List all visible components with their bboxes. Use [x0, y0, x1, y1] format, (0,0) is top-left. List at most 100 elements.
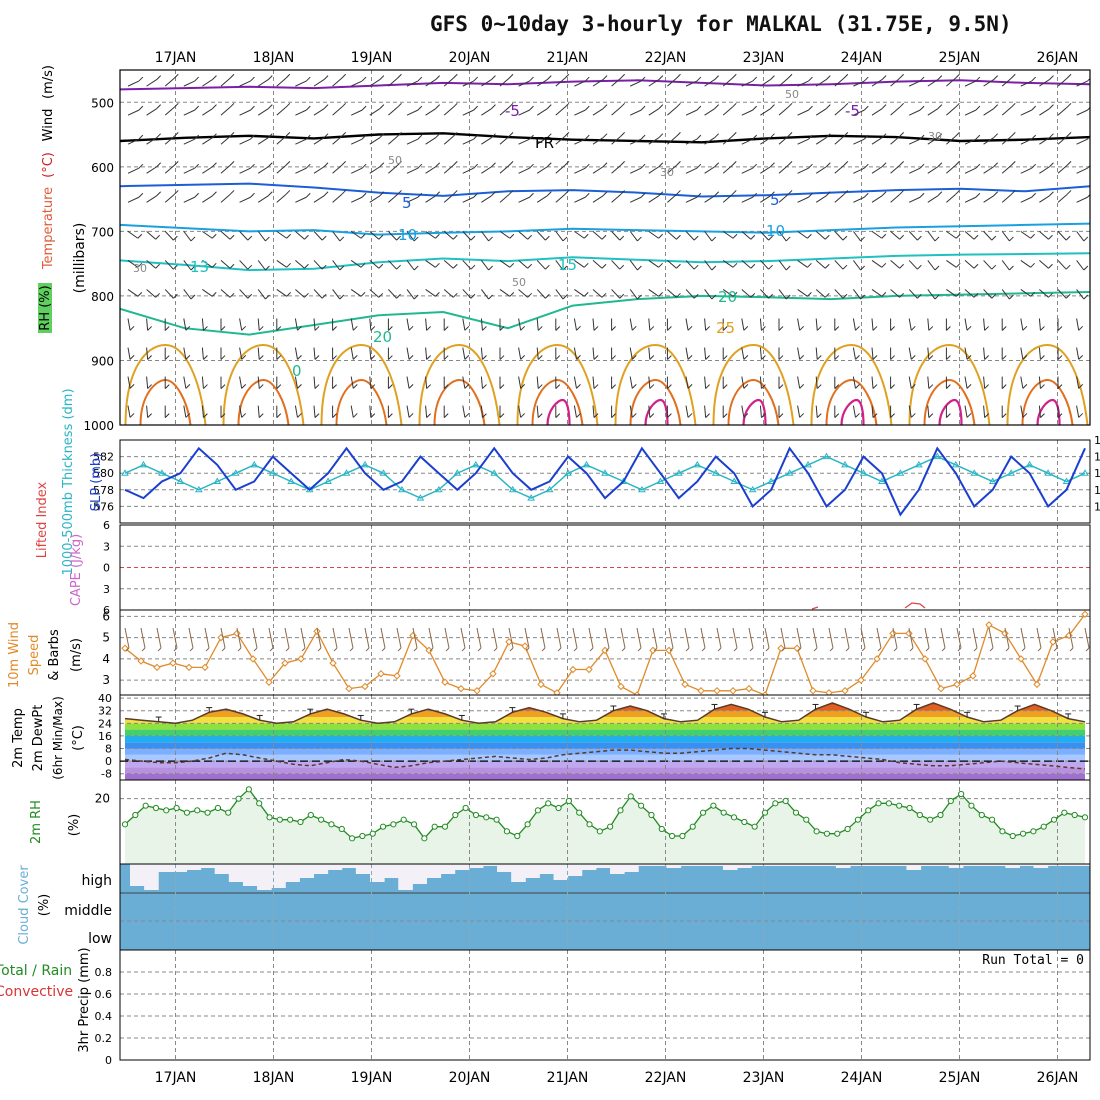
warm-contour — [810, 343, 893, 425]
wind-barb — [815, 195, 827, 203]
wind-barb-flag — [834, 326, 840, 331]
wind-barb — [164, 260, 174, 270]
cloud-gap — [864, 864, 879, 866]
surface-wind-barb-flag — [285, 647, 290, 652]
cloud-gap — [737, 864, 752, 868]
wind-barb-flag — [138, 76, 144, 82]
wind-barb — [815, 260, 826, 269]
wind-barb — [927, 260, 936, 271]
wind-barb-flag — [731, 190, 737, 195]
wind-barb — [369, 289, 380, 298]
wind-barb — [1039, 260, 1049, 269]
wind-barb-flag — [185, 413, 191, 418]
wind-barb-flag — [785, 265, 791, 271]
wind-barb — [1020, 347, 1024, 360]
wind-barb — [760, 231, 769, 241]
wind-barb-flag — [1031, 163, 1037, 169]
contour-label: 5 — [402, 194, 412, 212]
wind-barb-flag — [352, 384, 358, 389]
wind-barb-flag — [750, 292, 756, 298]
wind-barb-flag — [1057, 413, 1063, 418]
wind-barb — [239, 196, 251, 203]
surface-wind-barb-flag — [365, 647, 370, 652]
rh2m-point — [885, 800, 892, 807]
wind-barb-flag — [138, 192, 144, 198]
date-label-top: 23JAN — [743, 50, 785, 66]
cloud-gap — [793, 864, 809, 866]
wind-barb-flag — [361, 134, 367, 140]
wind-barb — [667, 260, 677, 269]
wind-barb — [276, 106, 287, 116]
wind-barb — [406, 167, 419, 174]
wind-barb-flag — [276, 413, 282, 418]
wind-barb-flag — [527, 234, 533, 240]
wind-barb — [722, 259, 734, 268]
rh2m-point — [318, 816, 325, 823]
thickness-point — [619, 477, 628, 484]
wind-barb-flag — [1022, 325, 1028, 331]
surface-wind-barb — [524, 627, 530, 649]
wind-barb — [704, 166, 715, 174]
wind-barb-flag — [899, 132, 905, 137]
surface-wind-barb — [124, 627, 130, 649]
y-tick-label: 500 — [91, 96, 114, 110]
wind-barb — [1038, 347, 1041, 360]
thickness-point — [841, 460, 849, 468]
wind-speed-point — [233, 629, 241, 638]
wind-barb — [1057, 289, 1067, 299]
wind-barb — [704, 376, 707, 389]
upper-frame — [119, 69, 1091, 426]
wind-barb — [685, 231, 695, 241]
wind-barb — [852, 405, 856, 418]
rh2m-point — [276, 816, 283, 823]
surface-wind-barb-flag — [829, 647, 834, 652]
cloud-gap — [341, 864, 357, 868]
wind-barb-flag — [435, 233, 440, 239]
y-tick-label: 8 — [105, 743, 112, 756]
date-label-bottom: 22JAN — [645, 1070, 687, 1086]
wind-barb-flag — [388, 326, 393, 331]
surface-wind-barb-flag — [429, 647, 434, 652]
wind-barb-flag — [491, 133, 496, 139]
wind-barb — [778, 165, 789, 174]
wind-barb-flag — [220, 326, 226, 331]
wind-barb-flag — [1040, 384, 1045, 389]
wind-barb-flag — [1057, 384, 1063, 389]
wind-barb-flag — [473, 192, 479, 198]
wind-barb-flag — [546, 133, 552, 139]
contour-label: 13 — [190, 258, 209, 276]
wind-barb — [592, 318, 595, 331]
wind-barb-flag — [304, 234, 309, 240]
thickness-point — [1044, 469, 1052, 476]
wind-barb-flag — [265, 294, 270, 300]
surface-wind-barb-flag — [557, 647, 562, 652]
wind-barb — [983, 166, 994, 174]
surface-wind-barb-flag — [1053, 647, 1058, 652]
wind-barb-flag — [361, 192, 367, 198]
wind-speed-point — [569, 665, 577, 674]
ylabel-minmax: (6hr Min/Max) — [51, 696, 65, 780]
thickness-point — [398, 485, 406, 493]
wind-barb-flag — [473, 134, 479, 140]
surface-wind-barb-flag — [1069, 647, 1074, 652]
wind-barb-flag — [658, 104, 664, 109]
wind-barb-flag — [808, 192, 813, 198]
wind-barb — [313, 289, 323, 299]
surface-wind-barb-flag — [909, 647, 914, 652]
rh2m-point — [348, 835, 356, 842]
wind-barb — [964, 138, 977, 145]
rh2m-point — [710, 802, 717, 809]
wind-barb-flag — [1009, 294, 1014, 300]
wind-barb-flag — [984, 326, 989, 331]
rh2m-point — [400, 816, 407, 823]
wind-barb-flag — [339, 294, 345, 300]
wind-barb-flag — [211, 291, 217, 297]
thickness-point — [194, 485, 203, 493]
wind-barb-flag — [816, 355, 822, 360]
wind-barb-flag — [203, 384, 208, 389]
wind-barb-flag — [499, 384, 505, 389]
wind-barb — [183, 167, 195, 174]
wind-barb-flag — [863, 105, 869, 111]
wind-barb-flag — [676, 102, 681, 108]
wind-barb-flag — [491, 162, 496, 168]
